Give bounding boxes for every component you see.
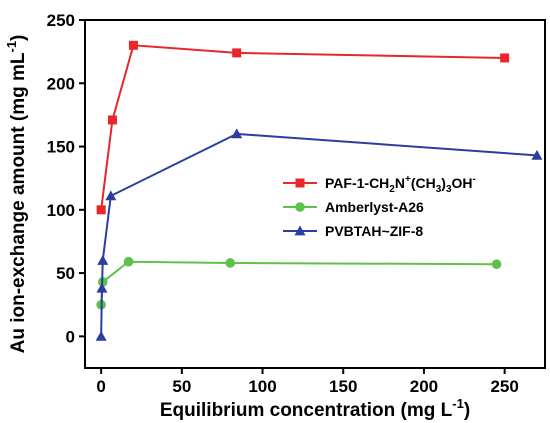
data-point [128,40,138,50]
x-axis-title: Equilibrium concentration (mg L-1) [160,396,470,421]
legend-marker [295,202,305,212]
legend-label: PAF-1-CH2N+(CH3)3OH- [325,174,476,195]
data-point [96,205,106,215]
series-0 [96,40,510,215]
legend-item: Amberlyst-A26 [283,199,424,215]
x-tick-label: 150 [329,377,357,396]
legend-label: PVBTAH~ZIF-8 [325,223,423,239]
x-tick-label: 50 [172,377,191,396]
series-2 [95,128,543,341]
x-tick-label: 100 [248,377,276,396]
data-point [531,149,543,160]
data-point [231,128,243,139]
legend-marker [295,178,305,188]
data-point [107,115,117,125]
y-tick-label: 150 [47,138,75,157]
x-tick-label: 250 [490,377,518,396]
y-tick-label: 250 [47,11,75,30]
y-axis-title: Au ion-exchange amount (mg mL-1) [4,35,29,354]
series-line [100,260,497,305]
axes-ticks: 0 50 100 150 200 250 0 50 100 150 200 250 [47,11,519,396]
data-point [105,190,117,201]
data-point [95,330,107,341]
legend-marker [294,225,306,236]
data-point [123,256,134,267]
series-1 [96,256,502,310]
y-tick-label: 0 [66,327,75,346]
data-point [96,282,108,293]
series-line [100,132,538,337]
x-tick-label: 0 [96,377,105,396]
data-point [500,53,510,63]
data-point [491,259,502,270]
data-point [232,48,242,58]
y-tick-label: 200 [47,74,75,93]
legend-item: PAF-1-CH2N+(CH3)3OH- [283,174,476,195]
data-point [97,254,109,265]
plot-area-frame [84,19,546,369]
legend-item: PVBTAH~ZIF-8 [283,223,423,239]
series-layer [95,40,543,341]
data-point [225,258,236,268]
y-tick-label: 100 [47,201,75,220]
legend: PAF-1-CH2N+(CH3)3OH- Amberlyst-A26 PVBTAH~… [283,174,476,239]
y-tick-label: 50 [56,264,75,283]
legend-label: Amberlyst-A26 [325,199,424,215]
x-tick-label: 200 [410,377,438,396]
